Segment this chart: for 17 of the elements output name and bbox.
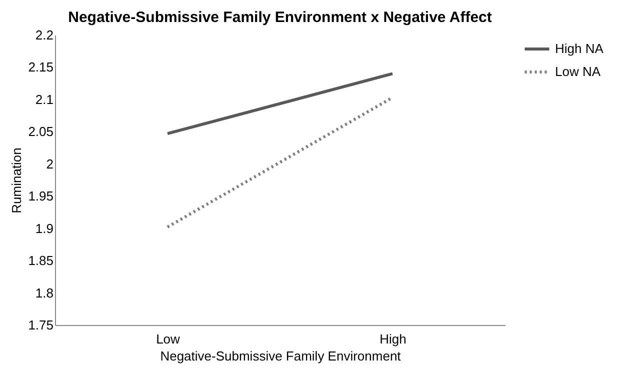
legend-label: High NA — [555, 41, 604, 56]
y-tick-label: 2.05 — [28, 124, 54, 140]
y-axis-title: Rumination — [9, 148, 24, 214]
x-tick-label: Low — [156, 332, 181, 346]
legend-label: Low NA — [555, 64, 601, 79]
y-tick-label: 1.85 — [28, 253, 54, 268]
y-tick-label: 2.15 — [28, 60, 54, 75]
y-tick-label: 1.95 — [28, 188, 54, 204]
y-tick-label: 2 — [46, 156, 54, 172]
x-axis-title: Negative-Submissive Family Environment — [160, 348, 402, 364]
y-tick-label: 2.2 — [35, 28, 54, 42]
y-tick-label: 1.75 — [28, 318, 54, 332]
y-tick-label: 2.1 — [35, 92, 54, 107]
x-tick-label: High — [380, 332, 406, 346]
chart-title: Negative-Submissive Family Environment x Negative Affect — [68, 9, 492, 26]
y-tick-label: 1.9 — [35, 220, 54, 236]
y-tick-label: 1.8 — [35, 285, 54, 300]
